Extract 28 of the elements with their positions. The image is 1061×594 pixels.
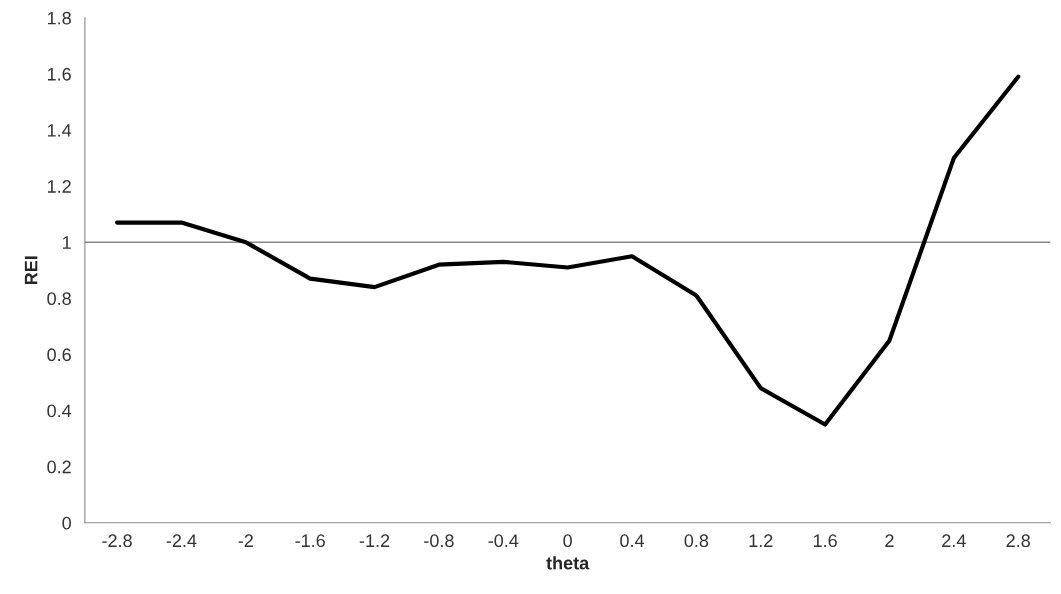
x-tick-label: 1.2	[749, 534, 773, 547]
x-axis-title: theta	[546, 556, 590, 570]
x-tick-label: 2	[885, 534, 894, 547]
line-series	[114, 74, 1021, 427]
x-tick-label: -0.8	[424, 534, 454, 548]
y-axis-title: REI	[24, 256, 38, 285]
x-tick-label: 1.6	[813, 534, 837, 548]
x-tick-label: 0.8	[684, 534, 709, 548]
y-tick-label: 1.8	[47, 11, 71, 25]
y-tick-label: 1.4	[47, 124, 72, 137]
y-tick-label: 0.4	[47, 404, 72, 418]
x-tick-label: 2.4	[942, 534, 966, 547]
y-tick-label: 0	[62, 516, 71, 530]
x-tick-label: -2.4	[166, 534, 197, 547]
y-tick-label: 1.6	[47, 67, 71, 81]
y-tick-label: 1	[63, 236, 71, 249]
y-tick-label: 1.2	[47, 180, 71, 193]
x-tick-label: -1.2	[359, 534, 390, 547]
x-tick-label: -0.4	[488, 534, 519, 548]
x-tick-label: 0.4	[620, 534, 645, 548]
x-tick-label: 2.8	[1006, 534, 1030, 548]
y-tick-label: 0.8	[47, 292, 71, 306]
x-tick-label: -2.8	[102, 534, 132, 548]
y-tick-label: 0.6	[47, 348, 71, 362]
x-tick-label: -2	[238, 534, 253, 547]
y-tick-label: 0.2	[47, 460, 71, 474]
x-tick-label: 0	[563, 534, 572, 548]
x-tick-label: -1.6	[295, 534, 325, 548]
